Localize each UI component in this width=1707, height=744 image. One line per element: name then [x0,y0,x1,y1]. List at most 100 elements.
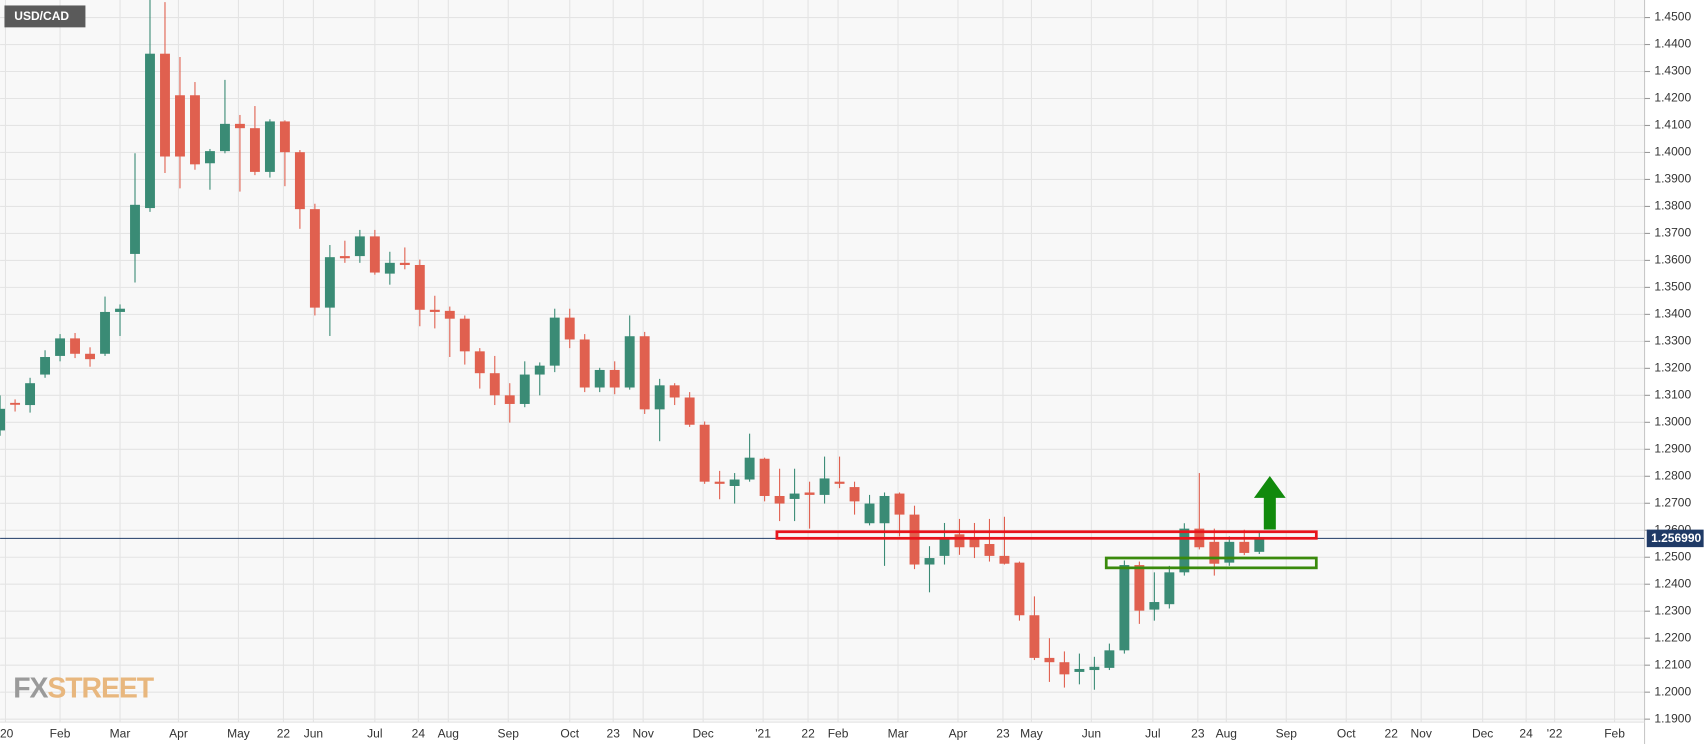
candle-body [10,402,21,405]
y-tick-label: 1.4500 [1654,10,1691,24]
candle-body [40,357,51,375]
candle-body [1014,562,1025,616]
x-tick-label: Mar [110,726,131,740]
candle-body [864,503,875,524]
x-tick-label: Jun [1082,726,1101,740]
x-tick-label: Jul [1145,726,1160,740]
x-tick-label: May [1020,726,1043,740]
candle-body [474,351,485,374]
y-tick-label: 1.3000 [1654,414,1691,428]
x-tick-label: '21 [755,726,771,740]
candle-body [669,385,680,398]
last-price-label: 1.256990 [1651,531,1701,545]
x-tick-label: '20 [0,726,14,740]
candle-body [100,311,110,354]
candle-body [984,544,995,556]
candle-body [1239,541,1250,553]
candle-body [834,481,845,484]
y-tick-label: 1.3300 [1654,334,1691,348]
candle-body [1104,650,1115,668]
candle-body [549,317,560,366]
candle-body [1179,528,1190,573]
candle-body [534,365,545,375]
candle-body [1119,565,1130,651]
x-tick-label: May [227,726,250,740]
last-price-box [1646,529,1704,548]
candle-body [969,539,980,548]
y-tick-label: 1.3900 [1654,172,1691,186]
candle-body [175,95,185,157]
candle-body [1254,538,1265,552]
candle-body [894,493,905,515]
x-tick-label: '22 [1547,726,1563,740]
x-tick-label: Nov [1411,726,1432,740]
candle-body [294,152,305,210]
candle-body [324,257,335,308]
candle-body [654,385,665,410]
candle-body [1164,572,1175,605]
candle-body [309,209,320,308]
candle-body [579,339,590,388]
candle-body [160,53,170,157]
x-tick-label: Sep [1276,726,1298,740]
x-tick-label: Dec [692,726,713,740]
y-tick-label: 1.4200 [1654,91,1691,105]
x-tick-label: Aug [1216,726,1237,740]
y-tick-label: 1.3200 [1654,361,1691,375]
x-tick-label: Feb [50,726,71,740]
candle-body [1149,602,1160,610]
y-tick-label: 1.2700 [1654,495,1691,509]
y-tick-label: 1.3100 [1654,388,1691,402]
x-tick-label: 23 [1191,726,1205,740]
candle-body [25,383,36,406]
x-tick-label: 23 [996,726,1010,740]
y-tick-label: 1.1900 [1654,711,1691,725]
candle-body [0,408,6,431]
candle-body [924,558,935,565]
watermark-fx: FX [13,672,48,704]
x-tick-label: Apr [169,726,188,740]
x-tick-label: 24 [412,726,426,740]
candle-body [729,479,740,486]
x-tick-label: Sep [498,726,520,740]
x-tick-label: Feb [828,726,849,740]
candle-body [249,128,260,172]
candle-body [999,555,1010,564]
x-tick-label: 22 [801,726,815,740]
candle-body [804,492,815,495]
candle-body [594,369,605,388]
candle-body [954,534,965,548]
candle-body [819,478,830,495]
x-tick-label: Jun [304,726,323,740]
chart-title: USD/CAD [14,9,69,23]
x-tick-label: Dec [1472,726,1493,740]
candle-body [145,53,155,209]
y-tick-label: 1.2500 [1654,549,1691,563]
candle-body [1209,541,1220,564]
resistance-zone [775,530,1318,540]
candle-body [264,121,275,172]
x-tick-label: 24 [1519,726,1533,740]
support-zone [1104,556,1318,570]
x-tick-label: 23 [607,726,621,740]
y-tick-label: 1.2100 [1654,657,1691,671]
candle-body [759,458,770,496]
y-tick-label: 1.4100 [1654,118,1691,132]
candle-body [564,317,575,340]
x-tick-label: Oct [560,726,579,740]
candle-body [459,318,470,352]
x-tick-label: Oct [1337,726,1356,740]
y-tick-label: 1.3400 [1654,307,1691,321]
plot-background [0,0,1644,722]
x-tick-label: 22 [277,726,291,740]
candle-body [205,151,215,164]
candle-body [1224,541,1235,563]
candle-body [504,395,515,404]
candle-body [774,495,785,504]
candle-body [699,424,710,482]
y-tick-label: 1.2300 [1654,603,1691,617]
candle-body [939,539,950,556]
y-tick-label: 1.3800 [1654,199,1691,213]
x-tick-label: Nov [632,726,653,740]
